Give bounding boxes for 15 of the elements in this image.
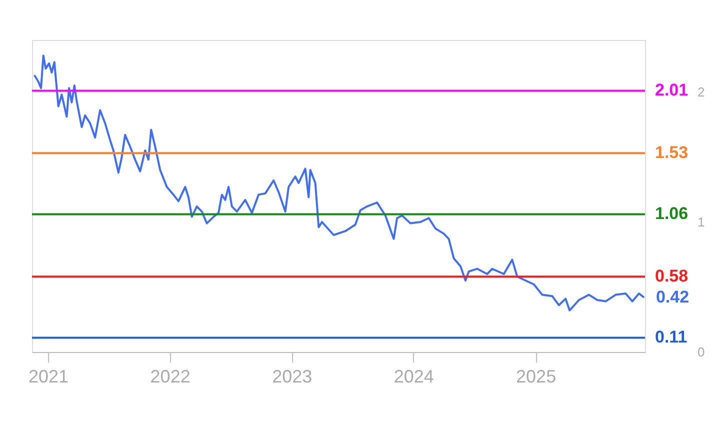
y-tick-label: 2 bbox=[698, 84, 705, 100]
ref-line-label: 2.01 bbox=[655, 80, 688, 100]
y-tick-label: 1 bbox=[698, 214, 705, 230]
ref-line-label: 0.11 bbox=[655, 328, 688, 347]
line-series bbox=[33, 54, 645, 312]
ref-line-label: 0.58 bbox=[655, 266, 688, 286]
x-tick-label: 2022 bbox=[150, 366, 190, 386]
x-tick-label: 2021 bbox=[28, 366, 69, 386]
ref-line-label: 1.53 bbox=[655, 143, 688, 162]
x-tick-label: 2025 bbox=[516, 366, 556, 386]
y-tick-label: 0 bbox=[698, 344, 705, 360]
x-tick-label: 2024 bbox=[394, 366, 434, 386]
annotation: 0.42 bbox=[656, 287, 690, 306]
x-tick-label: 2023 bbox=[272, 366, 312, 386]
ref-line-label: 1.06 bbox=[655, 204, 688, 224]
